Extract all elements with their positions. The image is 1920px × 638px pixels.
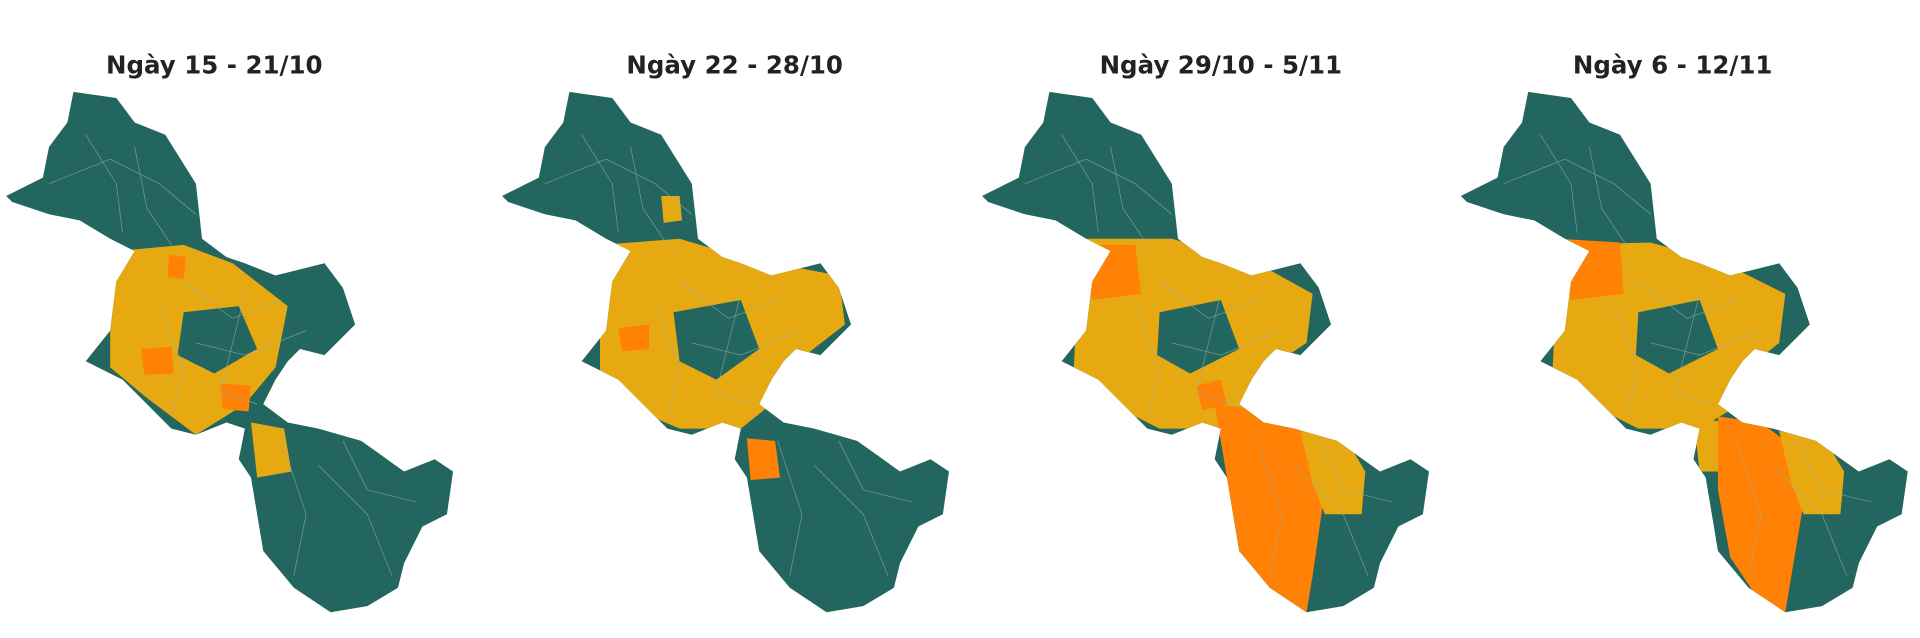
region-orange [746,438,780,481]
panel-title: Ngày 6 - 12/11 [1573,50,1772,79]
region-orange [167,254,187,280]
region-yellow [1779,431,1845,515]
region-yellow [251,422,292,478]
region-teal [177,306,258,374]
region-orange [1558,238,1624,301]
panel-title: Ngày 15 - 21/10 [106,50,323,79]
region-teal [1157,300,1240,374]
panel-title: Ngày 22 - 28/10 [626,50,843,79]
region-orange [618,324,649,352]
map-panel: Ngày 15 - 21/10 [6,50,454,613]
map-panel: Ngày 6 - 12/11 [1460,50,1908,613]
panel-title: Ngày 29/10 - 5/11 [1100,50,1342,79]
region-orange [1196,379,1227,411]
map-panel: Ngày 22 - 28/10 [502,50,949,613]
region-orange [220,383,252,412]
region-orange [1214,404,1325,613]
map-panel: Ngày 29/10 - 5/11 [982,50,1429,613]
region-orange [1080,244,1142,301]
region-orange [140,346,174,375]
region-teal [1635,300,1718,374]
region-yellow [1300,431,1366,515]
region-teal [673,300,760,380]
region-yellow [661,195,683,223]
